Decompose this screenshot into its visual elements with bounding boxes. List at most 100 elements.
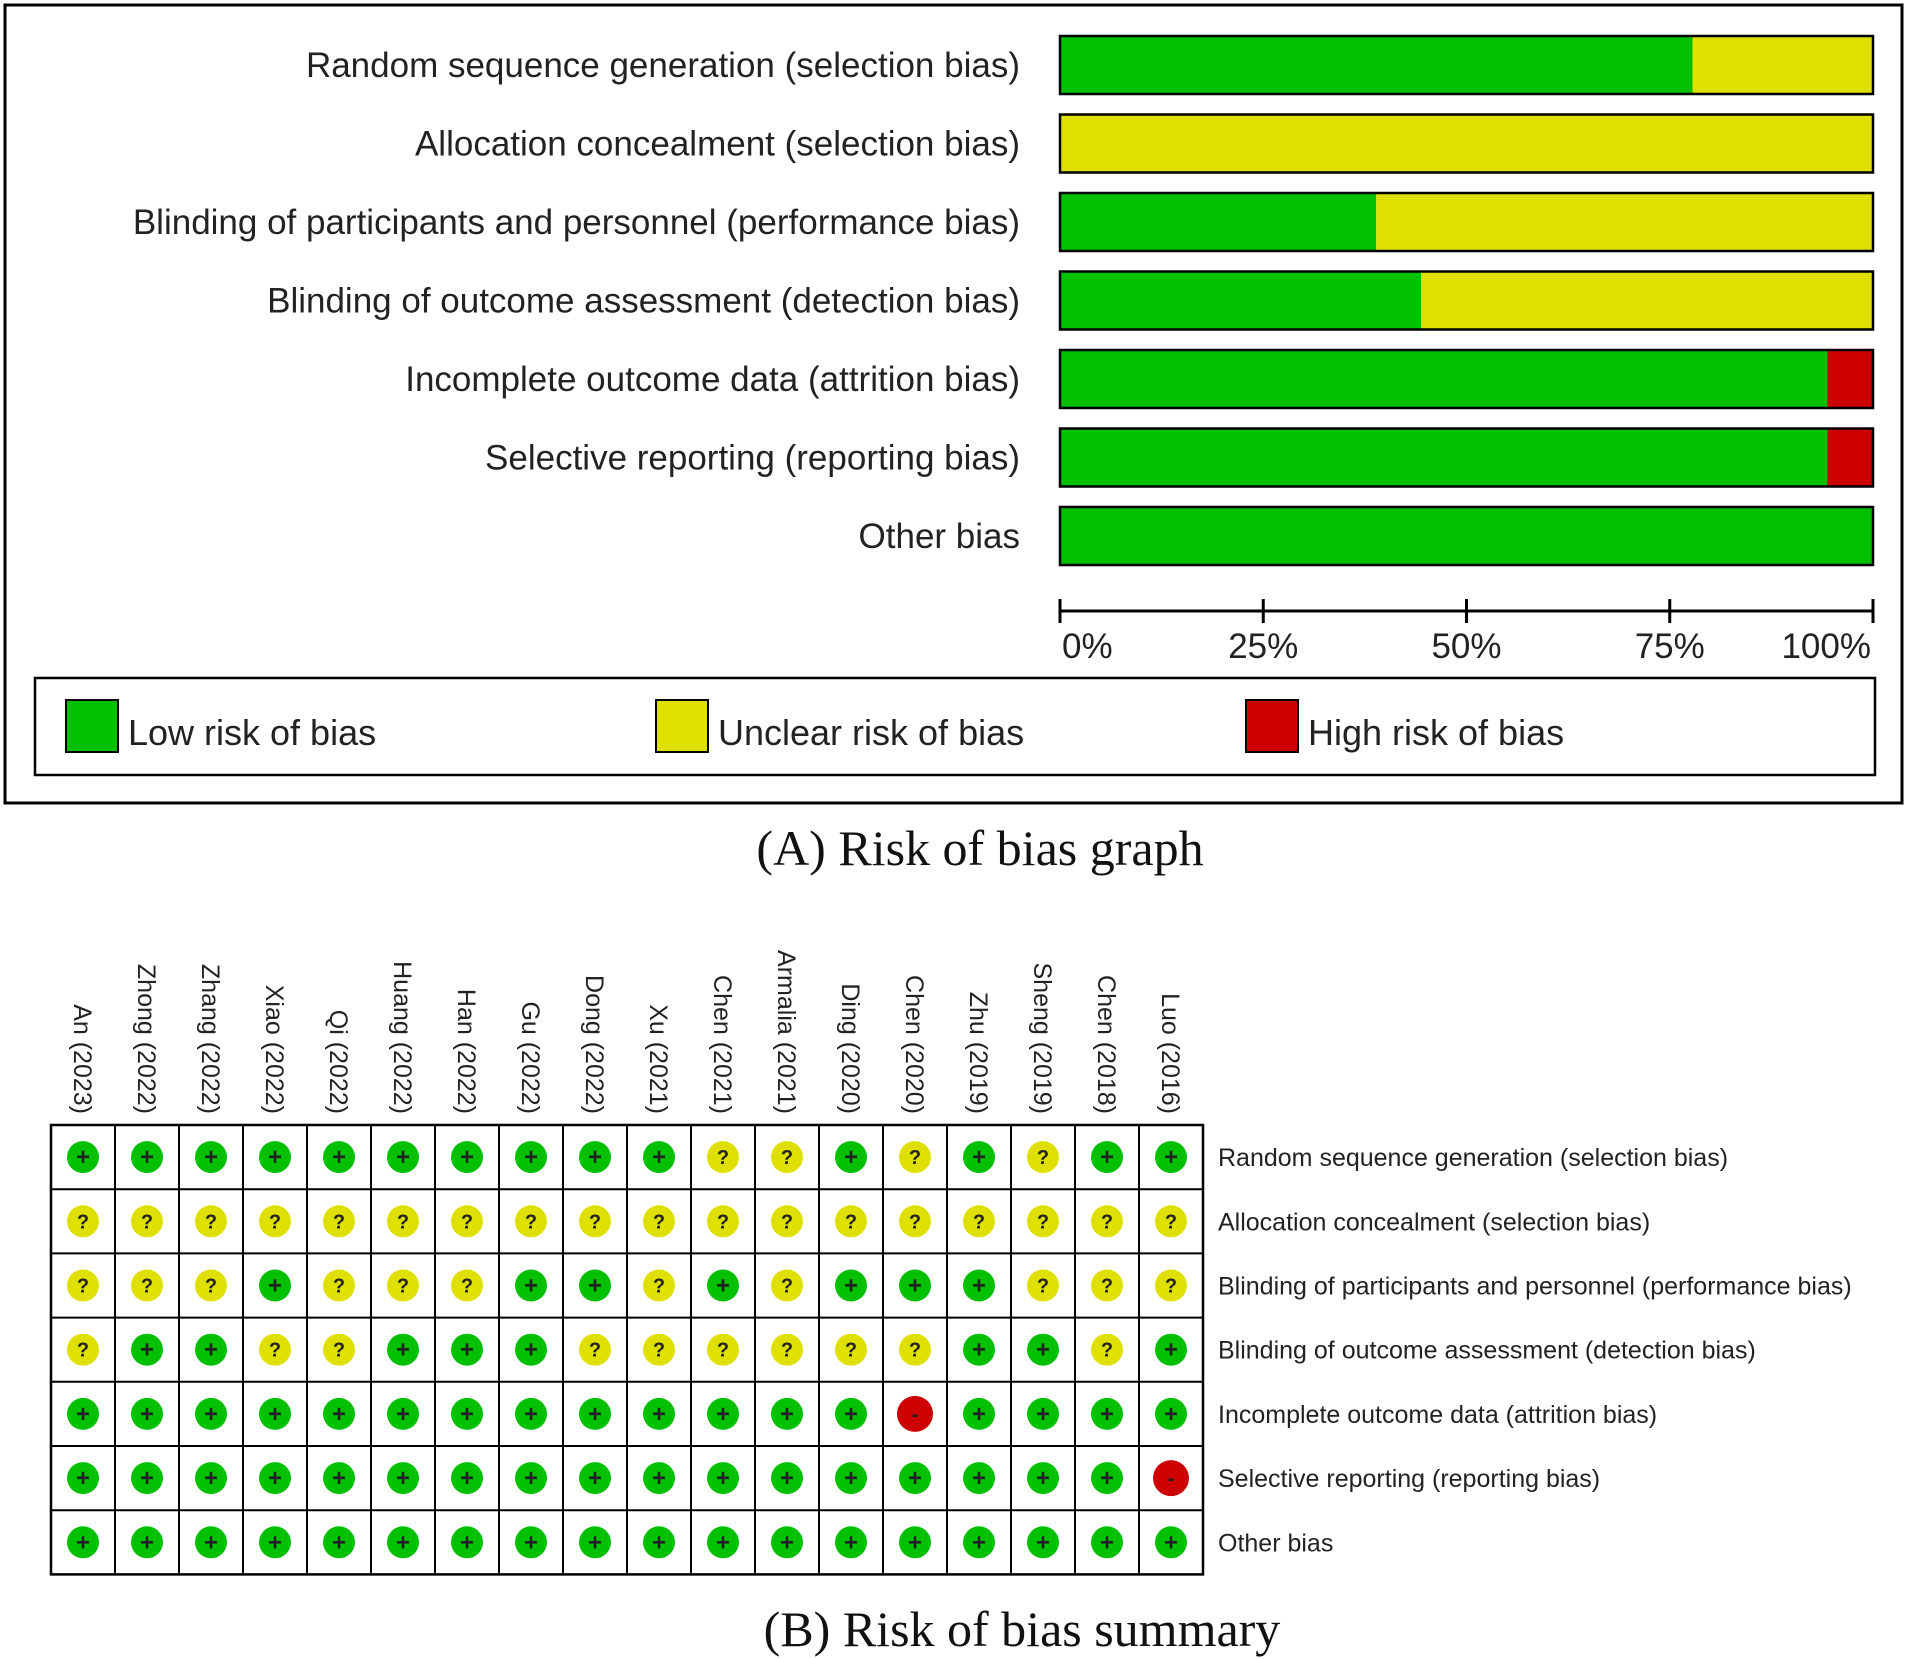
judgement-symbol: ? [1165,1276,1177,1298]
judgement-low [451,1397,483,1430]
judgement-unclear [451,1269,483,1302]
study-label: Chen (2020) [900,975,928,1114]
judgement-symbol: ? [845,1211,857,1233]
judgement-low [835,1141,867,1174]
judgement-low [259,1526,291,1559]
summary-grid [49,1123,1205,1576]
judgement-low [515,1462,547,1495]
judgement-symbol: + [1036,1401,1050,1428]
judgement-symbol: + [204,1337,218,1364]
judgement-low [643,1141,675,1174]
judgement-low [131,1526,163,1559]
graph-category-label: Selective reporting (reporting bias) [485,439,1020,478]
judgement-symbol: + [268,1465,282,1492]
domain-label: Allocation concealment (selection bias) [1218,1208,1650,1236]
judgement-low [835,1462,867,1495]
judgement-symbol: ? [77,1340,89,1362]
judgement-unclear [771,1333,803,1366]
domain-label: Blinding of participants and personnel (… [1218,1273,1852,1301]
judgement-unclear [1155,1269,1187,1302]
judgement-low [195,1141,227,1174]
study-label: Zhang (2022) [196,964,224,1114]
judgement-symbol: + [844,1529,858,1556]
judgement-low [963,1269,995,1302]
judgement-symbol: + [524,1401,538,1428]
judgement-symbol: + [268,1273,282,1300]
judgement-low [771,1462,803,1495]
x-tick-label: 100% [1781,627,1871,666]
judgement-symbol: + [76,1465,90,1492]
judgement-low [963,1397,995,1430]
study-label: Qi (2022) [324,1010,352,1114]
judgement-symbol: + [908,1465,922,1492]
study-label: Zhu (2019) [964,992,992,1114]
judgement-symbol: + [1100,1144,1114,1171]
judgement-symbol: + [972,1144,986,1171]
judgement-low [1091,1462,1123,1495]
bar-segment-unclear [1060,114,1873,173]
bar-segment-low [1060,193,1377,251]
bar-segment-low [1060,271,1421,330]
judgement-low [67,1141,99,1174]
judgement-unclear [643,1333,675,1366]
judgement-low [387,1333,419,1366]
judgement-symbol: + [1164,1337,1178,1364]
bar-segment-low [1060,36,1693,94]
judgement-symbol: + [332,1529,346,1556]
judgement-symbol: ? [845,1340,857,1362]
judgement-symbol: ? [397,1276,409,1298]
judgement-symbol: + [524,1529,538,1556]
judgement-symbol: ? [909,1147,921,1169]
judgement-low [963,1333,995,1366]
judgement-symbol: + [972,1337,986,1364]
judgement-low [643,1462,675,1495]
judgement-low [899,1526,931,1559]
judgement-low [451,1333,483,1366]
judgement-symbol: + [1164,1401,1178,1428]
judgement-symbol: ? [333,1340,345,1362]
judgement-high [897,1395,933,1432]
bar-segment-unclear [1692,36,1873,94]
judgement-unclear [195,1205,227,1238]
study-label: Han (2022) [452,989,480,1114]
judgement-symbol: + [1036,1337,1050,1364]
judgement-low [1091,1397,1123,1430]
judgement-symbol: ? [781,1147,793,1169]
judgement-low [963,1141,995,1174]
judgement-symbol: + [716,1401,730,1428]
study-label: Ding (2020) [836,983,864,1114]
judgement-low [387,1462,419,1495]
judgement-symbol: + [460,1337,474,1364]
legend-box [33,676,1877,777]
judgement-symbol: + [76,1144,90,1171]
judgement-symbol: ? [269,1340,281,1362]
judgement-symbol: ? [909,1340,921,1362]
bar-outline [1058,113,1875,174]
legend-swatch-high [1245,699,1299,753]
x-tick-label: 0% [1062,627,1113,666]
judgement-symbol: + [652,1529,666,1556]
judgement-low [579,1397,611,1430]
judgement-unclear [1027,1269,1059,1302]
judgement-unclear [67,1269,99,1302]
judgement-symbol: + [716,1529,730,1556]
graph-x-axis: 0% 25% 50% 75% 100% [1058,599,1875,666]
judgement-low [707,1269,739,1302]
judgement-symbol: ? [77,1211,89,1233]
judgement-symbol: ? [653,1211,665,1233]
graph-category-label: Blinding of participants and personnel (… [133,203,1020,242]
judgement-low [643,1397,675,1430]
judgement-unclear [643,1269,675,1302]
judgement-low [67,1526,99,1559]
judgement-low [1155,1333,1187,1366]
judgement-symbol: ? [269,1211,281,1233]
judgement-symbol: + [332,1144,346,1171]
judgement-symbol: + [908,1273,922,1300]
judgement-low [515,1397,547,1430]
judgement-symbol: + [588,1144,602,1171]
judgement-symbol: ? [141,1276,153,1298]
study-label: Xu (2021) [644,1004,672,1114]
judgement-symbol: ? [1037,1211,1049,1233]
judgement-symbol: + [1164,1144,1178,1171]
graph-category-label: Random sequence generation (selection bi… [306,46,1020,85]
